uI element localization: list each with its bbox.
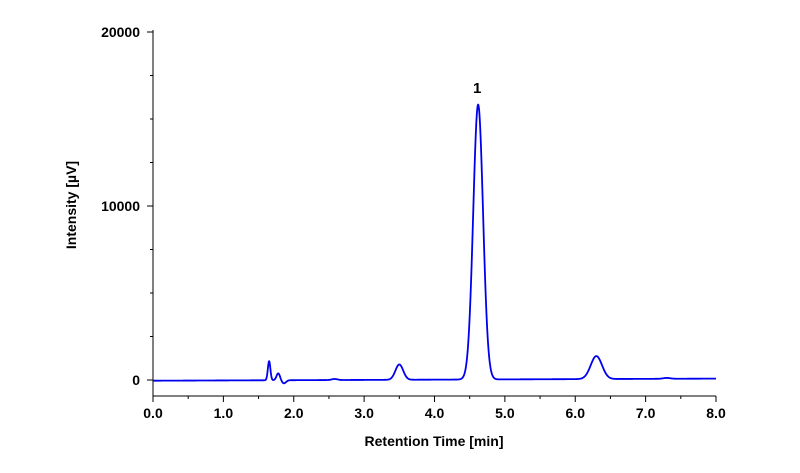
y-tick-label: 20000 [101, 24, 140, 40]
chromatogram-trace [152, 103, 717, 385]
peak-labels: 1 [473, 80, 481, 97]
x-tick-label: 1.0 [214, 405, 234, 421]
peak-label: 1 [473, 80, 481, 97]
x-tick-label: 2.0 [284, 405, 304, 421]
x-tick-label: 4.0 [425, 405, 445, 421]
x-tick-label: 6.0 [566, 405, 586, 421]
x-tick-label: 0.0 [143, 405, 163, 421]
y-axis-title: Intensity [µV] [63, 161, 79, 249]
x-ticks: 0.0 1.0 2.0 3.0 4.0 5.0 6.0 7.0 8.0 [143, 396, 726, 421]
x-axis-title: Retention Time [min] [365, 433, 504, 449]
x-tick-label: 5.0 [495, 405, 515, 421]
y-ticks: 0 10000 20000 [101, 24, 153, 388]
x-tick-label: 8.0 [706, 405, 726, 421]
x-tick-label: 7.0 [636, 405, 656, 421]
y-tick-label: 0 [132, 372, 140, 388]
x-tick-label: 3.0 [354, 405, 374, 421]
y-tick-label: 10000 [101, 198, 140, 214]
